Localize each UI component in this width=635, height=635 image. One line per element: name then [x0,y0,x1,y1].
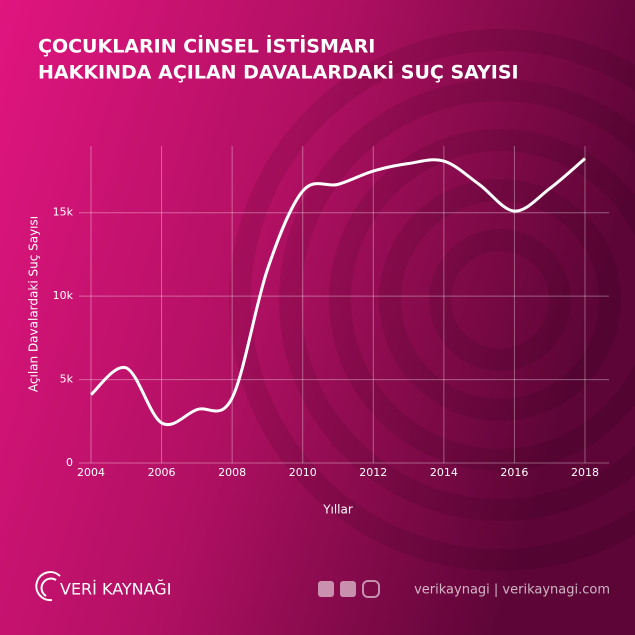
x-tick-label: 2010 [289,466,317,479]
x-tick-label: 2004 [77,466,105,479]
chart-title: ÇOCUKLARIN CİNSEL İSTİSMARI [38,34,375,58]
x-tick-label: 2012 [359,466,387,479]
social-icons [318,580,380,598]
x-tick-label: 2006 [148,466,176,479]
y-tick-label: 0 [66,456,73,469]
x-tick-label: 2014 [430,466,458,479]
y-tick-label: 10k [53,289,74,302]
logo [35,571,61,602]
x-tick-label: 2016 [500,466,528,479]
y-tick-label: 5k [60,373,74,386]
y-axis-label: Açılan Davalardaki Suç Sayısı [27,216,41,392]
chart-title: HAKKINDA AÇILAN DAVALARDAKİ SUÇ SAYISI [38,60,519,84]
x-tick-label: 2018 [571,466,599,479]
x-axis-label: Yıllar [322,503,353,517]
brand: VERİ KAYNAĞI [60,580,171,599]
line [89,157,586,427]
y-tick-label: 15k [53,206,74,219]
x-tick-label: 2008 [218,466,246,479]
decoration [229,29,635,571]
footer-links: verikaynagi | verikaynagi.com [414,583,610,598]
